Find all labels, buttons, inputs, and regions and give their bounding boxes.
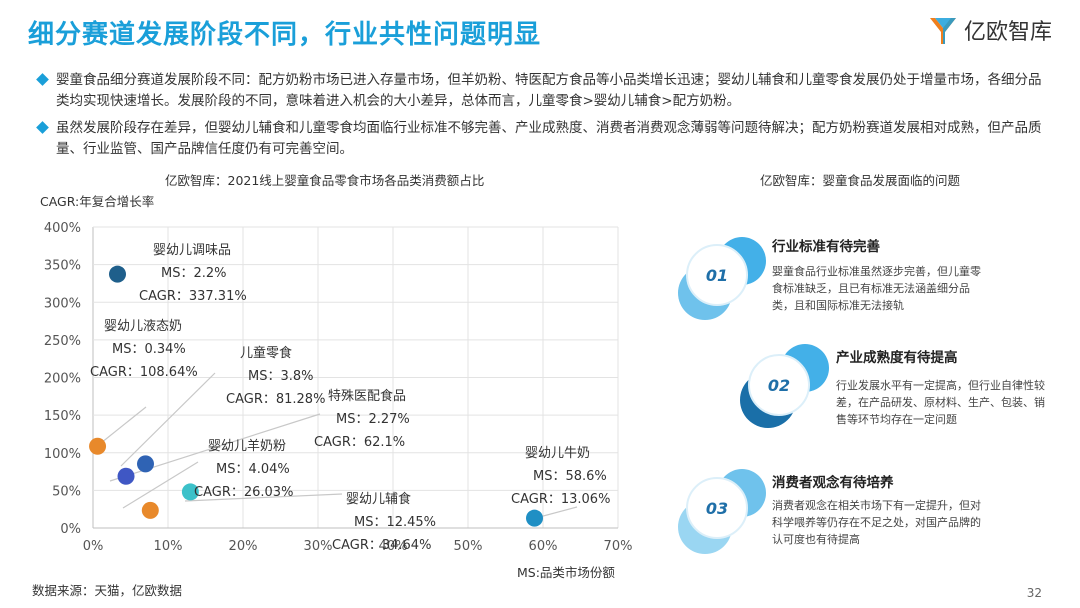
issue-desc-2: 行业发展水平有一定提高，但行业自律性较差，在产品研发、原材料、生产、包装、销售等…: [836, 379, 1045, 426]
data-point: [141, 501, 159, 519]
issue-number: 02: [768, 376, 790, 395]
issue-badge-3: 03: [678, 469, 766, 554]
y-tick-label: 200%: [44, 372, 81, 387]
data-label: 婴幼儿羊奶粉 MS：4.04% CAGR：26.03%: [194, 438, 293, 500]
x-tick-label: 60%: [529, 539, 558, 554]
point-ms: MS：2.2%: [161, 266, 227, 281]
data-point: [117, 467, 135, 485]
y-tick-label: 0%: [60, 522, 81, 537]
x-tick-label: 40%: [379, 539, 408, 554]
y-axis-label: CAGR:年复合增长率: [40, 194, 154, 209]
chart-ticks: 0% 10% 20% 30% 40% 50% 60% 70% 0% 50% 100% 150% 200%…: [44, 221, 633, 554]
point-ms: MS：2.27%: [336, 412, 410, 427]
y-tick-label: 400%: [44, 221, 81, 236]
data-labels: 婴幼儿调味品 MS：2.2% CAGR：337.31% 婴幼儿液态奶 MS：0.34% C…: [90, 243, 610, 553]
x-axis-label: MS:品类市场份额: [517, 565, 615, 580]
data-point: [137, 455, 154, 473]
y-tick-label: 300%: [44, 296, 81, 311]
issue-desc-3: 消费者观念在相关市场下有一定提升，但对科学喂养等仍存在不足之处，对国产品牌的认可…: [772, 499, 981, 546]
data-label: 婴幼儿牛奶 MS：58.6% CAGR：13.06%: [511, 446, 610, 507]
issue-title-3: 消费者观念有待培养: [772, 475, 894, 491]
data-label: 儿童零食 MS：3.8% CAGR：81.28%: [226, 345, 325, 407]
x-tick-label: 20%: [229, 539, 258, 554]
bullet-list: 婴童食品细分赛道发展阶段不同：配方奶粉市场已进入存量市场，但羊奶粉、特医配方食品…: [36, 70, 1046, 166]
leader-line: [122, 461, 199, 509]
data-point: [181, 483, 199, 501]
issue-number: 03: [706, 499, 728, 518]
logo-mark-icon: [929, 18, 956, 44]
issue-number: 01: [706, 266, 728, 285]
bullet-text: 婴童食品细分赛道发展阶段不同：配方奶粉市场已进入存量市场，但羊奶粉、特医配方食品…: [56, 72, 1042, 109]
point-name: 特殊医配食品: [328, 388, 406, 404]
point-ms: MS：58.6%: [533, 469, 607, 484]
y-tick-label: 250%: [44, 334, 81, 349]
bullet-item: 婴童食品细分赛道发展阶段不同：配方奶粉市场已进入存量市场，但羊奶粉、特医配方食品…: [36, 70, 1046, 112]
chart-title: 亿欧智库：2021线上婴童食品零食市场各品类消费额占比: [165, 173, 485, 188]
bullet-text: 虽然发展阶段存在差异，但婴幼儿辅食和儿童零食均面临行业标准不够完善、产业成熟度、…: [56, 120, 1042, 157]
bullet-item: 虽然发展阶段存在差异，但婴幼儿辅食和儿童零食均面临行业标准不够完善、产业成熟度、…: [36, 118, 1046, 160]
x-tick-label: 0%: [83, 539, 104, 554]
diamond-icon: [36, 73, 49, 86]
issue-badge-2: 02: [740, 344, 829, 428]
point-ms: MS：3.8%: [248, 369, 314, 384]
data-point: [89, 437, 107, 455]
data-label: 婴幼儿调味品 MS：2.2% CAGR：337.31%: [139, 243, 247, 304]
data-point: [526, 509, 543, 527]
point-ms: MS：12.45%: [354, 515, 436, 530]
y-tick-label: 100%: [44, 447, 81, 462]
issues-graphic: 01 02 03: [678, 237, 829, 554]
y-tick-label: 150%: [44, 409, 81, 424]
point-cagr: CAGR：81.28%: [226, 392, 325, 407]
issue-title-2: 产业成熟度有待提高: [836, 350, 958, 366]
page-number: 32: [1026, 586, 1042, 600]
point-cagr: CAGR：26.03%: [194, 485, 293, 500]
logo: 亿欧智库: [928, 14, 1052, 46]
scatter-chart: CAGR:年复合增长率 MS:品类市场份额 0% 10% 20% 30% 40% 50% 6…: [40, 194, 633, 580]
point-name: 婴幼儿调味品: [153, 243, 231, 258]
data-source: 数据来源：天猫，亿欧数据: [32, 583, 183, 598]
page-title: 细分赛道发展阶段不同，行业共性问题明显: [28, 20, 542, 50]
data-label: 婴幼儿液态奶 MS：0.34% CAGR：108.64%: [90, 319, 198, 380]
x-tick-label: 50%: [454, 539, 483, 554]
leader-line: [184, 493, 343, 502]
point-ms: MS：4.04%: [216, 462, 290, 477]
point-ms: MS：0.34%: [112, 342, 186, 357]
issue-desc-1: 婴童食品行业标准虽然逐步完善，但儿童零食标准缺乏，且已有标准无法涵盖细分品类，且…: [772, 265, 981, 312]
point-cagr: CAGR：108.64%: [90, 365, 198, 380]
leader-line: [95, 406, 147, 448]
point-name: 婴幼儿羊奶粉: [208, 438, 286, 454]
point-name: 婴幼儿辅食: [346, 491, 411, 507]
data-label: 婴幼儿辅食 MS：12.45% CAGR：34.64%: [332, 491, 436, 553]
chart-grid: [92, 226, 619, 529]
data-label: 特殊医配食品 MS：2.27% CAGR：62.1%: [314, 388, 410, 450]
x-tick-label: 70%: [604, 539, 633, 554]
x-tick-label: 30%: [304, 539, 333, 554]
leader-line: [120, 372, 216, 467]
logo-text: 亿欧智库: [963, 20, 1052, 45]
point-cagr: CAGR：62.1%: [314, 435, 405, 450]
issue-title-1: 行业标准有待完善: [772, 239, 880, 255]
point-cagr: CAGR：337.31%: [139, 289, 247, 304]
y-tick-label: 350%: [44, 259, 81, 274]
point-name: 婴幼儿牛奶: [525, 446, 590, 461]
data-points: [89, 265, 543, 527]
point-cagr: CAGR：34.64%: [332, 538, 431, 553]
point-cagr: CAGR：13.06%: [511, 492, 610, 507]
point-name: 婴幼儿液态奶: [104, 319, 182, 334]
x-tick-label: 10%: [154, 539, 183, 554]
point-name: 儿童零食: [240, 345, 292, 361]
y-tick-label: 50%: [52, 484, 81, 499]
issue-badge-1: 01: [678, 237, 766, 320]
issues-title: 亿欧智库：婴童食品发展面临的问题: [760, 173, 961, 188]
diamond-icon: [36, 121, 49, 134]
data-point: [109, 265, 126, 283]
